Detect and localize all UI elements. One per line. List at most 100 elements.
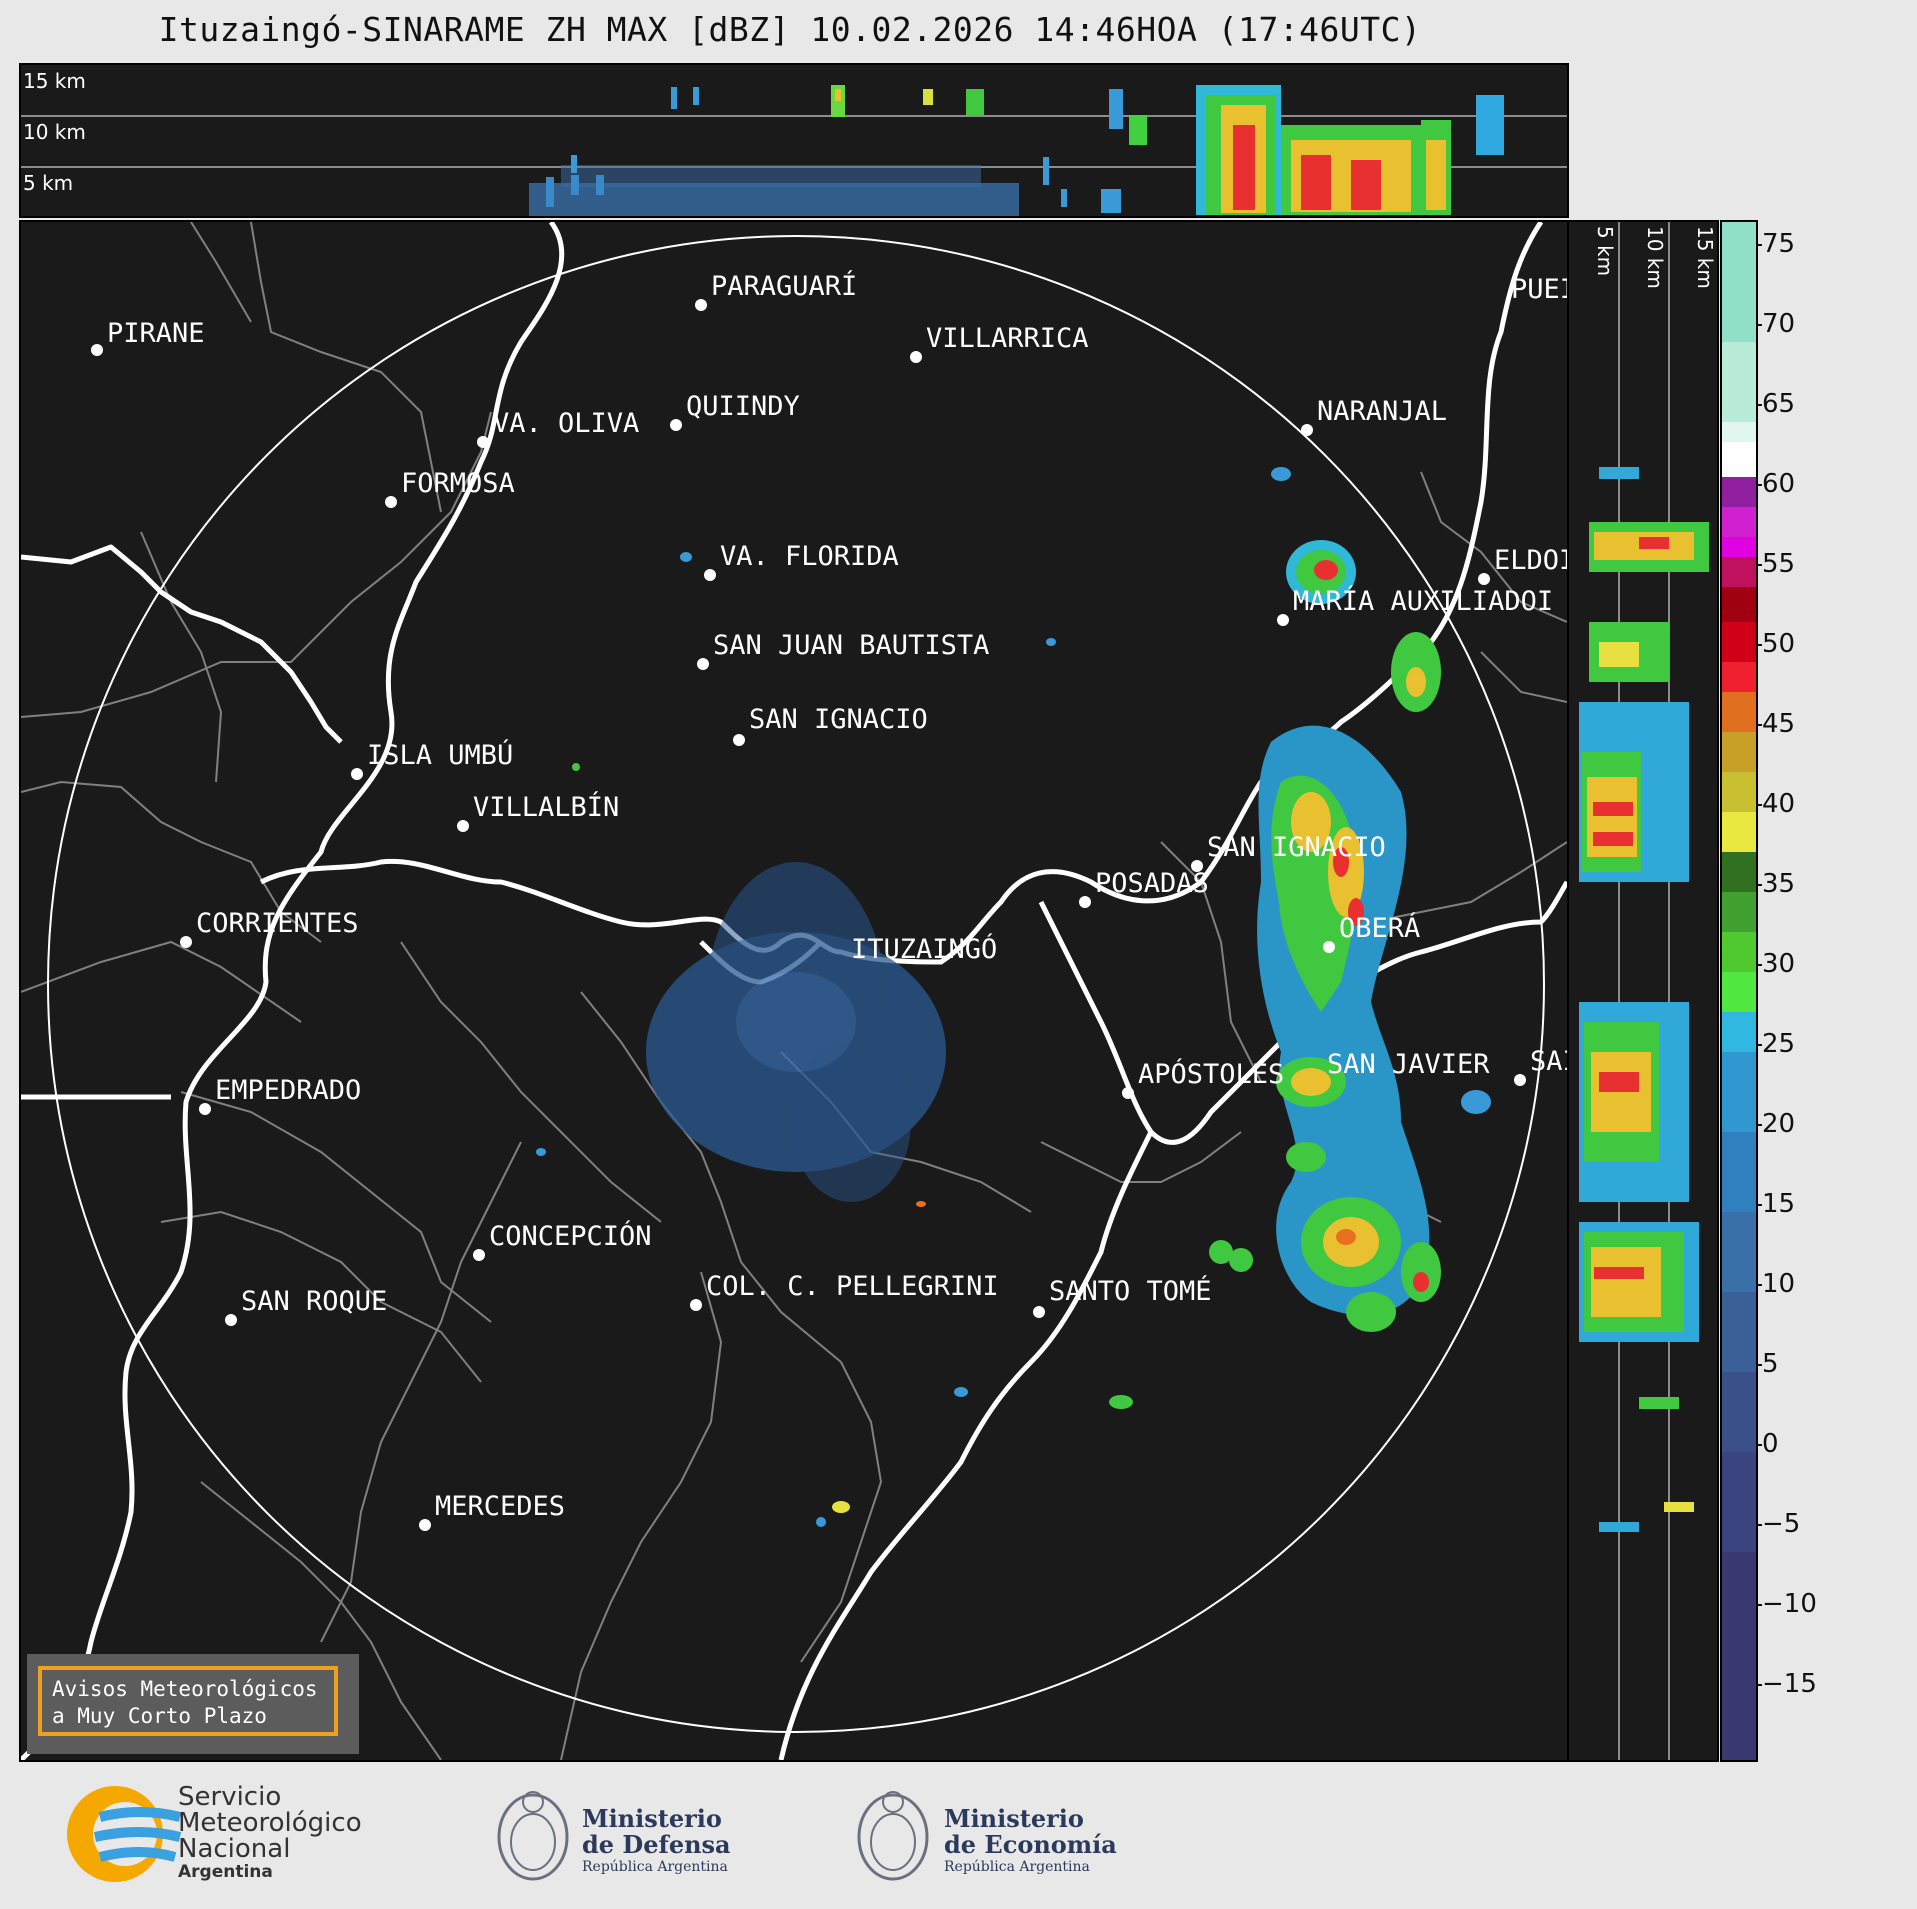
city-label-santo-tome: SANTO TOMÉ (1049, 1275, 1212, 1307)
city-label-san-ignacio-ar: SAN IGNACIO (1207, 832, 1386, 863)
city-dot-apostoles (1122, 1087, 1134, 1099)
smn-line1: Servicio (178, 1782, 282, 1812)
radar-map-svg: PIRANE PARAGUARÍ VILLARRICA QUIINDY VA. … (21, 222, 1567, 1760)
city-dot-paraguari (695, 299, 707, 311)
city-label-ituzaingo: ITUZAINGÓ (851, 933, 997, 965)
city-dot-pirane (91, 344, 103, 356)
city-dot-corrientes (180, 936, 192, 948)
colorbar-tick-70: 70 (1755, 309, 1796, 339)
city-label-san-roque: SAN ROQUE (241, 1286, 387, 1317)
city-dot-formosa (385, 496, 397, 508)
avisos-line1: Avisos Meteorológicos (52, 1677, 318, 1701)
economia-line3: República Argentina (944, 1859, 1090, 1875)
city-label-corrientes: CORRIENTES (196, 908, 359, 939)
city-dot-eldorado (1478, 573, 1490, 585)
colorbar-tick-65: 65 (1755, 389, 1796, 419)
side-height-label-15km: 15 km (1693, 226, 1717, 289)
city-label-posadas: POSADAS (1095, 868, 1209, 899)
city-dot-va-oliva (477, 436, 489, 448)
colorbar-tick-60: 60 (1755, 469, 1796, 499)
smn-line3: Nacional (178, 1834, 291, 1864)
city-dot-va-florida (704, 569, 716, 581)
smn-logo-icon (67, 1786, 182, 1882)
city-label-villarrica: VILLARRICA (926, 323, 1089, 354)
colorbar-tick-30: 30 (1755, 949, 1796, 979)
economia-logo-text: Ministerio de Economía República Argenti… (944, 1806, 1117, 1876)
defensa-logo-text: Ministerio de Defensa República Argentin… (582, 1806, 731, 1876)
city-label-paraguari: PARAGUARÍ (711, 270, 857, 302)
height-label-10km: 10 km (23, 120, 86, 144)
side-height-label-5km: 5 km (1593, 226, 1617, 277)
colorbar-tick-25: 25 (1755, 1029, 1796, 1059)
ground-clutter (646, 862, 946, 1202)
radar-map-panel: PIRANE PARAGUARÍ VILLARRICA QUIINDY VA. … (19, 220, 1569, 1762)
city-dot-naranjal (1301, 424, 1313, 436)
cities: PIRANE PARAGUARÍ VILLARRICA QUIINDY VA. … (91, 270, 1567, 1531)
city-label-san-ignacio-py: SAN IGNACIO (749, 704, 928, 735)
city-dot-isla-umbu (351, 768, 363, 780)
smn-logo-text: Servicio Meteorológico Nacional Argentin… (178, 1784, 362, 1882)
avisos-inner: Avisos Meteorológicos a Muy Corto Plazo (38, 1666, 338, 1736)
city-dot-quiindy (670, 419, 682, 431)
city-label-mercedes: MERCEDES (435, 1491, 565, 1522)
city-label-va-florida: VA. FLORIDA (720, 541, 899, 572)
smn-line2: Meteorológico (178, 1808, 362, 1838)
top-echoes (529, 85, 1504, 216)
city-label-concepcion: CONCEPCIÓN (489, 1220, 652, 1252)
city-label-col-pellegrini: COL. C. PELLEGRINI (706, 1271, 999, 1302)
avisos-box[interactable]: Avisos Meteorológicos a Muy Corto Plazo (27, 1654, 359, 1754)
economia-line2: de Economía (944, 1830, 1117, 1859)
city-dot-san-vicente (1514, 1074, 1526, 1086)
colorbar-tick-45: 45 (1755, 709, 1796, 739)
city-label-san-vicente: SAI (1530, 1046, 1567, 1077)
storm-echoes (536, 467, 1491, 1527)
top-cross-section-panel: 15 km 10 km 5 km (19, 63, 1569, 218)
side-cross-section-panel: 5 km 10 km 15 km (1569, 220, 1719, 1762)
city-label-isla-umbu: ISLA UMBÚ (367, 739, 513, 771)
city-dot-posadas (1079, 896, 1091, 908)
city-label-san-juan-bautista: SAN JUAN BAUTISTA (713, 630, 989, 661)
range-ring (47, 235, 1545, 1733)
city-dot-col-pellegrini (690, 1299, 702, 1311)
colorbar-tick-minus10: −10 (1756, 1589, 1817, 1619)
colorbar-tick-75: 75 (1755, 229, 1796, 259)
city-label-eldorado: ELDOI (1494, 545, 1567, 576)
height-label-5km: 5 km (23, 171, 74, 195)
city-label-san-javier: SAN JAVIER (1327, 1049, 1490, 1080)
city-label-obera: OBERÁ (1339, 912, 1420, 944)
chart-title: Ituzaingó-SINARAME ZH MAX [dBZ] 10.02.20… (158, 10, 1422, 49)
colorbar-tick-15: 15 (1755, 1189, 1796, 1219)
dbz-colorbar (1720, 220, 1758, 1762)
city-dot-maria-auxiliadora (1277, 614, 1289, 626)
city-dot-san-ignacio-ar (1191, 860, 1203, 872)
side-height-label-10km: 10 km (1643, 226, 1667, 289)
city-label-pirane: PIRANE (107, 318, 205, 349)
colorbar-tick-50: 50 (1755, 629, 1796, 659)
colorbar-tick-55: 55 (1755, 549, 1796, 579)
city-dot-empedrado (199, 1103, 211, 1115)
defensa-line2: de Defensa (582, 1830, 731, 1859)
city-label-formosa: FORMOSA (401, 468, 515, 499)
colorbar-tick-20: 20 (1755, 1109, 1796, 1139)
colorbar-tick-0: 0 (1756, 1429, 1779, 1459)
smn-line4: Argentina (178, 1862, 273, 1882)
colorbar-tick-minus5: −5 (1755, 1509, 1801, 1539)
city-dot-villarrica (910, 351, 922, 363)
city-dot-concepcion (473, 1249, 485, 1261)
rivers (21, 222, 1567, 1760)
city-dot-santo-tome (1033, 1306, 1045, 1318)
city-label-villalbin: VILLALBÍN (473, 791, 619, 823)
city-label-va-oliva: VA. OLIVA (493, 408, 639, 439)
height-label-15km: 15 km (23, 69, 86, 93)
city-dot-san-juan-bautista (697, 658, 709, 670)
avisos-line2: a Muy Corto Plazo (52, 1704, 267, 1728)
colorbar-tick-minus15: −15 (1756, 1669, 1817, 1699)
defensa-line1: Ministerio (582, 1804, 722, 1833)
city-label-apostoles: APÓSTOLES (1138, 1058, 1284, 1090)
city-label-puerto: PUEI (1511, 274, 1567, 305)
defensa-seal-icon (497, 1791, 569, 1881)
city-dot-mercedes (419, 1519, 431, 1531)
colorbar-tick-35: 35 (1755, 869, 1796, 899)
city-label-naranjal: NARANJAL (1317, 396, 1447, 427)
defensa-line3: República Argentina (582, 1859, 728, 1875)
